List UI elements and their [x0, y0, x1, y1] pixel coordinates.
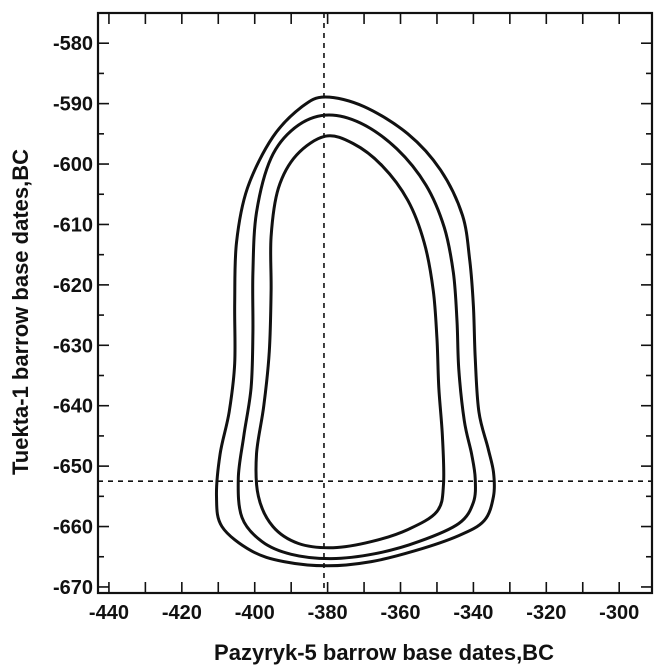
y-tick-label: -610	[53, 214, 93, 236]
y-tick-label: -650	[53, 456, 93, 478]
y-tick-label: -580	[53, 33, 93, 55]
x-tick-label: -300	[599, 602, 639, 624]
x-tick-label: -380	[308, 602, 348, 624]
y-tick-label: -630	[53, 335, 93, 357]
x-tick-label: -420	[162, 602, 202, 624]
y-tick-label: -590	[53, 94, 93, 116]
y-tick-label: -670	[53, 577, 93, 599]
plot-frame	[96, 11, 654, 595]
x-tick-label: -360	[380, 602, 420, 624]
y-axis-title: Tuekta-1 barrow base dates,BC	[8, 149, 33, 475]
contour-line-2	[236, 113, 477, 561]
x-axis-ticks: -440 -420 -400 -380 -360 -340 -320 -300	[89, 13, 639, 624]
y-tick-label: -600	[53, 154, 93, 176]
x-axis-title: Pazyryk-5 barrow base dates,BC	[214, 640, 554, 665]
y-tick-label: -660	[53, 517, 93, 539]
x-tick-label: -340	[453, 602, 493, 624]
x-tick-label: -320	[526, 602, 566, 624]
y-tick-label: -640	[53, 396, 93, 418]
y-axis-ticks: -670 -660 -650 -640 -630 -620 -610 -600 -590 -580	[53, 12, 652, 599]
plot-border	[96, 11, 654, 595]
contour-line-3	[254, 134, 446, 550]
x-tick-label: -440	[89, 602, 129, 624]
reference-lines	[98, 13, 652, 593]
y-tick-label: -620	[53, 275, 93, 297]
x-tick-label: -400	[235, 602, 275, 624]
contour-line-1	[214, 95, 496, 568]
contour-lines	[214, 95, 496, 568]
